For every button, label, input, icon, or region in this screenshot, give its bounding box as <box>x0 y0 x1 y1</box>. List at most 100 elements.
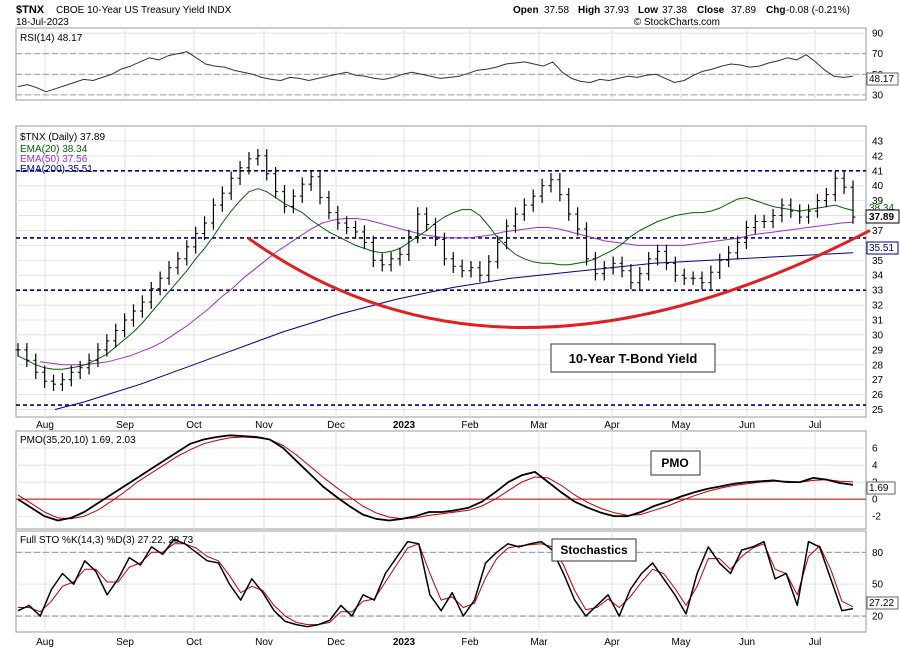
price-bar <box>86 353 92 375</box>
y-tick-label: 32 <box>872 301 884 312</box>
month-label-price: Nov <box>255 420 273 431</box>
price-bar <box>770 208 776 229</box>
price-bar <box>735 235 741 260</box>
svg-text:27.22: 27.22 <box>869 598 894 609</box>
price-bar <box>672 256 678 282</box>
price-bar <box>779 198 785 223</box>
price-bar <box>210 198 216 230</box>
price-bar <box>601 261 607 281</box>
month-label-bottom: Apr <box>604 637 620 648</box>
low-label: Low <box>638 5 658 16</box>
price-bar <box>344 216 350 235</box>
y-tick-label: 70 <box>872 49 884 60</box>
price-bar <box>24 343 30 368</box>
price-bar <box>566 187 572 221</box>
price-bar <box>646 252 652 281</box>
ema200-line <box>54 252 854 410</box>
price-bar <box>68 365 74 387</box>
month-label-price: Jul <box>809 420 822 431</box>
price-bar <box>441 232 447 266</box>
y-tick-label: 28 <box>872 360 884 371</box>
month-label-bottom: Oct <box>186 637 202 648</box>
y-tick-label: 50 <box>872 580 884 591</box>
price-bar <box>113 323 119 348</box>
price-bar <box>59 372 65 391</box>
price-bar <box>406 229 412 262</box>
rsi-panel-frame <box>15 27 867 101</box>
rsi-last-label: 48.17 <box>866 72 899 86</box>
price-legend: $TNX (Daily) 37.89 <box>20 132 105 143</box>
low-value: 37.38 <box>662 5 687 16</box>
y-tick-label: 27 <box>872 375 884 386</box>
y-tick-label: 30 <box>872 90 884 101</box>
price-bar <box>33 353 39 379</box>
price-bar <box>264 149 270 181</box>
y-tick-label: 37 <box>872 226 884 237</box>
svg-text:38.34: 38.34 <box>869 203 894 214</box>
rsi-line <box>17 51 854 93</box>
price-bar <box>495 235 501 269</box>
price-bar <box>308 170 314 191</box>
month-label-price: Sep <box>116 420 134 431</box>
ema20-last-label: 38.34 <box>869 203 894 214</box>
y-tick-label: 31 <box>872 316 884 327</box>
price-bar <box>299 177 305 203</box>
y-tick-label: 42 <box>872 151 884 162</box>
price-bar <box>95 343 101 368</box>
ema50-legend: EMA(50) 37.56 <box>20 154 88 165</box>
pmo-last-label: 1.69 <box>866 481 896 495</box>
price-bar <box>468 261 474 278</box>
price-bars <box>15 149 856 391</box>
price-bar <box>726 246 732 268</box>
month-label-bottom: Sep <box>116 637 134 648</box>
y-tick-label: 0 <box>872 495 878 506</box>
month-label-bottom: May <box>672 637 691 648</box>
price-bar <box>122 313 128 338</box>
price-bar <box>575 207 581 236</box>
price-bar <box>717 253 723 279</box>
svg-text:PMO: PMO <box>661 456 688 470</box>
month-label-bottom: 2023 <box>393 637 416 648</box>
price-bar <box>584 222 590 266</box>
price-bar <box>663 244 669 271</box>
month-label-bottom: Nov <box>255 637 273 648</box>
y-tick-label: 80 <box>872 548 884 559</box>
price-bar <box>708 265 714 290</box>
symbol: $TNX <box>16 4 45 16</box>
price-bar <box>335 205 341 230</box>
y-tick-label: 30 <box>872 330 884 341</box>
plot-layer <box>17 51 871 628</box>
price-bar <box>370 235 376 268</box>
month-label-price: Dec <box>327 420 345 431</box>
pmo-legend: PMO(35,20,10) 1.69, 2.03 <box>20 435 136 446</box>
pmo-annotation: PMO <box>650 450 701 476</box>
month-label-bottom: Jul <box>809 637 822 648</box>
price-bar <box>512 207 518 233</box>
price-annotation: 10-Year T-Bond Yield <box>550 343 716 373</box>
open-label: Open <box>513 5 539 16</box>
price-bar <box>219 186 225 212</box>
y-tick-label: 40 <box>872 181 884 192</box>
price-bar <box>832 171 838 202</box>
price-bar <box>166 261 172 285</box>
x-axis-labels: Aug Aug Sep Sep Oct Oct Nov Nov Dec Dec 2023 2023 Fe… <box>36 420 821 648</box>
y-tick-label: 90 <box>872 29 884 40</box>
instrument-name: CBOE 10-Year US Treasury Yield INDX <box>56 5 232 16</box>
month-label-price: Apr <box>604 420 620 431</box>
price-bar <box>806 204 812 224</box>
sto-k-line <box>17 538 854 628</box>
price-bar <box>433 217 438 247</box>
price-bar <box>130 304 136 327</box>
reference-lines <box>16 53 866 617</box>
close-value: 37.89 <box>731 5 756 16</box>
month-label-bottom: Dec <box>327 637 345 648</box>
price-bar <box>841 171 847 194</box>
price-bar <box>539 178 545 203</box>
price-bar <box>148 281 154 309</box>
month-label-price: 2023 <box>393 420 416 431</box>
price-bar <box>51 374 57 391</box>
close-last-label: 37.89 <box>865 209 900 224</box>
price-bar <box>752 214 758 235</box>
y-tick-label: 4 <box>872 461 878 472</box>
price-bar <box>797 204 803 224</box>
